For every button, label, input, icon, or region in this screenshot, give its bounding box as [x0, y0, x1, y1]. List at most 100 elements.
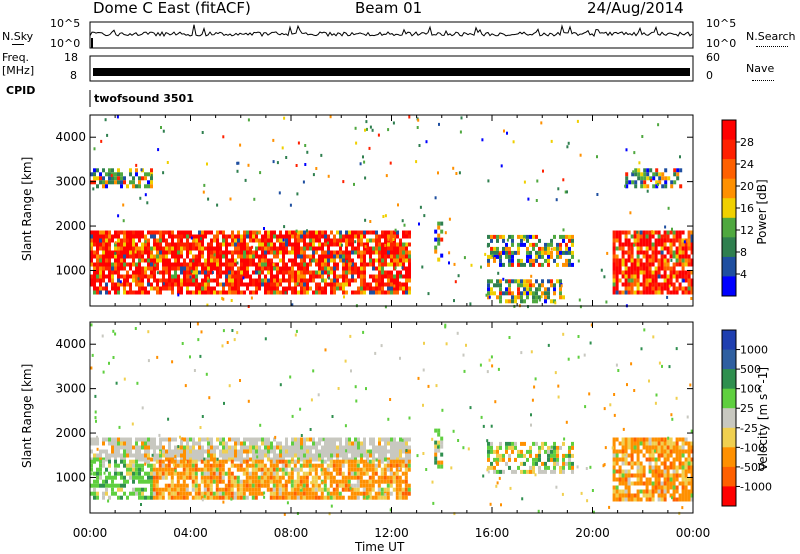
echo-cell	[354, 266, 357, 271]
echo-cell	[251, 467, 255, 472]
echo-cell	[359, 483, 363, 488]
echo-cell	[357, 437, 360, 442]
echo-cell	[162, 250, 165, 255]
echo-cell	[660, 449, 664, 454]
echo-cell	[678, 258, 682, 263]
echo-cell	[302, 463, 306, 468]
echo-cell	[189, 290, 192, 295]
echo-cell	[132, 184, 135, 189]
echo-cell	[272, 471, 276, 476]
echo-cell	[553, 283, 556, 288]
echo-scatter	[565, 420, 568, 424]
echo-cell	[303, 274, 306, 279]
echo-scatter	[91, 353, 94, 357]
echo-cell	[165, 262, 168, 267]
echo-cell	[389, 491, 393, 496]
echo-cell	[648, 441, 652, 446]
echo-cell	[690, 449, 694, 454]
echo-cell	[288, 453, 291, 458]
echo-scatter	[469, 406, 472, 410]
echo-cell	[126, 262, 129, 267]
echo-cell	[150, 437, 153, 442]
echo-cell	[141, 250, 144, 255]
colorbar-segment	[722, 427, 736, 448]
echo-cell	[633, 481, 637, 486]
echo-cell	[532, 461, 535, 466]
echo-scatter	[418, 144, 421, 147]
echo-cell	[126, 495, 129, 500]
echo-cell	[294, 445, 297, 450]
echo-cell	[258, 286, 261, 291]
echo-cell	[257, 463, 261, 468]
echo-cell	[180, 270, 183, 275]
echo-cell	[627, 274, 631, 279]
echo-cell	[183, 274, 186, 279]
echo-scatter	[289, 203, 292, 207]
echo-cell	[336, 242, 339, 247]
echo-cell	[351, 234, 354, 239]
echo-scatter	[94, 410, 97, 414]
echo-cell	[333, 270, 336, 275]
echo-cell	[657, 274, 661, 279]
freq-right-tick-top: 60	[706, 51, 720, 64]
echo-cell	[386, 491, 390, 496]
echo-cell	[390, 250, 393, 255]
echo-cell	[571, 234, 574, 239]
echo-cell	[255, 234, 258, 239]
echo-cell	[282, 445, 285, 450]
echo-cell	[398, 475, 402, 480]
velocity-echo-field	[90, 322, 694, 516]
echo-cell	[642, 437, 646, 442]
echo-scatter	[401, 438, 404, 442]
echo-cell	[568, 465, 571, 470]
echo-cell	[621, 477, 625, 482]
echo-cell	[123, 234, 126, 239]
echo-cell	[177, 262, 180, 267]
echo-cell	[357, 230, 360, 235]
echo-cell	[390, 449, 393, 454]
echo-cell	[672, 274, 676, 279]
echo-cell	[345, 230, 348, 235]
echo-cell	[191, 483, 195, 488]
echo-cell	[294, 246, 297, 251]
echo-cell	[529, 449, 532, 454]
echo-cell	[396, 286, 399, 291]
echo-cell	[267, 457, 270, 462]
echo-cell	[155, 483, 159, 488]
echo-cell	[329, 471, 333, 476]
echo-cell	[550, 457, 553, 462]
echo-cell	[264, 238, 267, 243]
echo-cell	[314, 483, 318, 488]
echo-cell	[437, 241, 441, 246]
echo-cell	[183, 445, 186, 450]
echo-cell	[408, 230, 411, 235]
echo-scatter	[563, 437, 566, 441]
echo-cell	[636, 250, 640, 255]
echo-cell	[159, 453, 162, 458]
echo-cell	[129, 254, 132, 259]
echo-cell	[180, 445, 183, 450]
echo-cell	[547, 258, 550, 263]
echo-cell	[658, 176, 662, 181]
echo-cell	[305, 479, 309, 484]
echo-scatter	[239, 379, 241, 382]
echo-cell	[132, 491, 135, 496]
echo-cell	[246, 282, 249, 287]
echo-cell	[648, 493, 652, 498]
echo-cell	[102, 491, 105, 496]
echo-cell	[381, 445, 384, 450]
echo-cell	[126, 274, 129, 279]
echo-cell	[123, 479, 126, 484]
echo-cell	[437, 221, 441, 226]
echo-cell	[152, 487, 156, 492]
echo-cell	[213, 258, 216, 263]
echo-cell	[336, 453, 339, 458]
echo-cell	[499, 295, 502, 300]
echo-cell	[396, 254, 399, 259]
echo-cell	[242, 467, 246, 472]
echo-cell	[490, 461, 493, 466]
echo-cell	[508, 465, 511, 470]
echo-cell	[511, 441, 514, 446]
echo-cell	[318, 230, 321, 235]
echo-scatter	[576, 465, 579, 469]
